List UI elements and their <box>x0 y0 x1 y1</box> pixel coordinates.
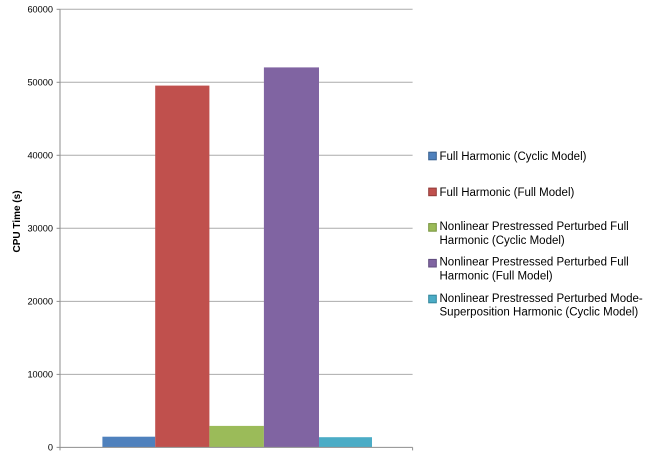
svg-text:40000: 40000 <box>27 151 53 161</box>
svg-text:CPU Time (s): CPU Time (s) <box>12 190 23 252</box>
svg-text:Nonlinear Prestressed Perturbe: Nonlinear Prestressed Perturbed Mode- <box>440 293 643 305</box>
svg-text:60000: 60000 <box>27 5 53 15</box>
svg-text:50000: 50000 <box>27 78 53 88</box>
svg-text:Superposition Harmonic (Cyclic: Superposition Harmonic (Cyclic Model) <box>440 307 639 319</box>
svg-text:0: 0 <box>48 443 53 453</box>
svg-text:Harmonic (Full Model): Harmonic (Full Model) <box>440 271 553 283</box>
svg-text:Full Harmonic (Full Model): Full Harmonic (Full Model) <box>440 187 575 199</box>
svg-text:Full Harmonic (Cyclic Model): Full Harmonic (Cyclic Model) <box>440 151 587 163</box>
svg-text:Nonlinear Prestressed Perturbe: Nonlinear Prestressed Perturbed Full <box>440 257 629 269</box>
svg-text:Nonlinear Prestressed Perturbe: Nonlinear Prestressed Perturbed Full <box>440 221 629 233</box>
svg-text:Harmonic (Cyclic Model): Harmonic (Cyclic Model) <box>440 235 565 247</box>
svg-text:20000: 20000 <box>27 297 53 307</box>
svg-text:30000: 30000 <box>27 224 53 234</box>
svg-text:10000: 10000 <box>27 370 53 380</box>
